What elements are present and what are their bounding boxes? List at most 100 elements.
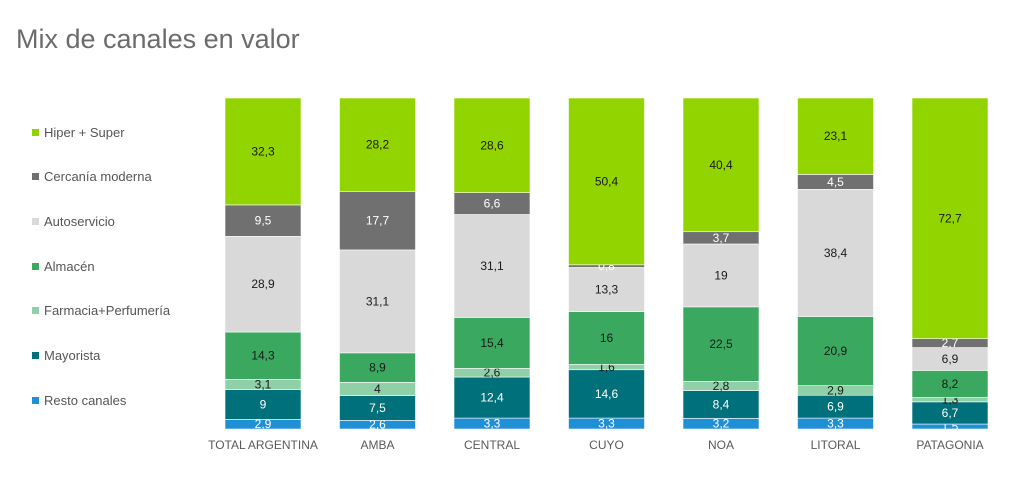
legend-label: Almacén [44,258,95,274]
data-label: 28,9 [251,277,275,291]
page-title: Mix de canales en valor [16,24,300,54]
legend-label: Resto canales [44,392,127,408]
bar-segment-almacen [339,352,416,383]
data-label: 3,3 [598,417,615,431]
legend-swatch [32,217,39,225]
category-tick-label: NOA [708,438,734,452]
data-label: 17,7 [366,214,390,228]
category-tick-label: CENTRAL [464,438,520,452]
legend-swatch [32,396,39,404]
data-label: 7,5 [369,401,386,415]
data-label: 3,1 [255,377,272,391]
bar-segment-almacen [682,306,760,382]
data-label: 3,3 [827,417,844,431]
bar-segment-autoservicio [568,267,645,312]
data-label: 2,8 [713,379,730,393]
data-label: 16 [600,331,614,345]
bar-segment-autoservicio [797,189,874,317]
data-label: 2,7 [942,336,959,350]
data-label: 3,7 [713,231,730,245]
data-label: 8,2 [942,377,959,391]
bar-segment-autoservicio [339,249,416,354]
bar-segment-mayorista [224,389,302,420]
bar-segment-autoservicio [224,236,302,333]
legend-label: Hiper + Super [44,124,125,140]
bar-segment-autoservicio [453,214,531,318]
legend-label: Mayorista [44,347,101,363]
legend-swatch [32,128,39,136]
data-label: 9 [260,398,267,412]
data-label: 31,1 [366,294,390,308]
data-label: 38,4 [824,246,848,260]
data-label: 15,4 [480,336,504,350]
legend-swatch [32,262,39,270]
category-tick-label: PATAGONIA [916,438,983,452]
bar-segment-hiper-super [568,97,645,266]
bar-segment-almacen [453,317,531,369]
data-label: 2,6 [484,366,501,380]
legend-swatch [32,306,39,314]
legend-swatch [32,172,39,180]
bar-segment-hiper-super [453,97,531,193]
legend-label: Farmacia+Perfumería [44,302,171,318]
data-label: 2,6 [369,418,386,432]
data-label: 8,4 [713,398,730,412]
data-label: 13,3 [595,282,619,296]
data-label: 28,2 [366,138,390,152]
data-label: 4 [374,382,381,396]
legend-item-farmacia-perfumeria: Farmacia+Perfumería [32,300,170,320]
legend-label: Cercanía moderna [44,168,152,184]
data-label: 8,9 [369,361,386,375]
data-label: 6,9 [942,352,959,366]
bar-segment-almacen [224,331,302,380]
data-label: 6,9 [827,400,844,414]
data-label: 72,7 [938,211,962,225]
data-label: 28,6 [480,138,504,152]
legend-item-cercania-moderna: Cercanía moderna [32,166,152,186]
data-label: 2,9 [827,383,844,397]
data-label: 3,2 [713,417,730,431]
data-label: 14,3 [251,349,275,363]
data-label: 20,9 [824,344,848,358]
data-label: 14,6 [595,387,619,401]
data-label: 12,4 [480,391,504,405]
bar-segment-mayorista [453,376,531,419]
category-tick-label: AMBA [360,438,394,452]
bar-segment-cercania-moderna [224,204,302,237]
data-label: 32,3 [251,144,275,158]
category-tick-label: CUYO [589,438,624,452]
data-label: 6,7 [942,406,959,420]
data-label: 6,6 [484,197,501,211]
category-tick-label: TOTAL ARGENTINA [208,438,318,452]
legend-item-hiper-super: Hiper + Super [32,122,125,142]
data-label: 4,5 [827,175,844,189]
bar-segment-hiper-super [682,97,760,233]
data-label: 50,4 [595,174,619,188]
legend-item-resto-canales: Resto canales [32,390,126,410]
data-label: 40,4 [709,158,733,172]
data-label: 3,3 [484,417,501,431]
bar-segment-hiper-super [339,97,416,192]
legend-label: Autoservicio [44,213,115,229]
legend-item-autoservicio: Autoservicio [32,211,115,231]
legend-item-mayorista: Mayorista [32,345,100,365]
bar-segment-mayorista [339,395,416,421]
bar-segment-mayorista [682,390,760,419]
bar-segment-mayorista [568,369,645,419]
legend-item-almacen: Almacén [32,256,95,276]
data-label: 19 [714,268,728,282]
category-tick-label: LITORAL [811,438,861,452]
bar-segment-autoservicio [682,243,760,308]
data-label: 22,5 [709,337,733,351]
legend-swatch [32,351,39,359]
data-label: 23,1 [824,129,848,143]
bar-segment-cercania-moderna [339,191,416,251]
bar-segment-hiper-super [911,97,989,339]
bar-segment-hiper-super [224,97,302,206]
bar-segment-almacen [911,370,989,398]
bar-segment-hiper-super [797,97,874,175]
bar-segment-almacen [568,311,645,365]
data-label: 9,5 [255,214,272,228]
data-label: 2,9 [255,417,272,431]
